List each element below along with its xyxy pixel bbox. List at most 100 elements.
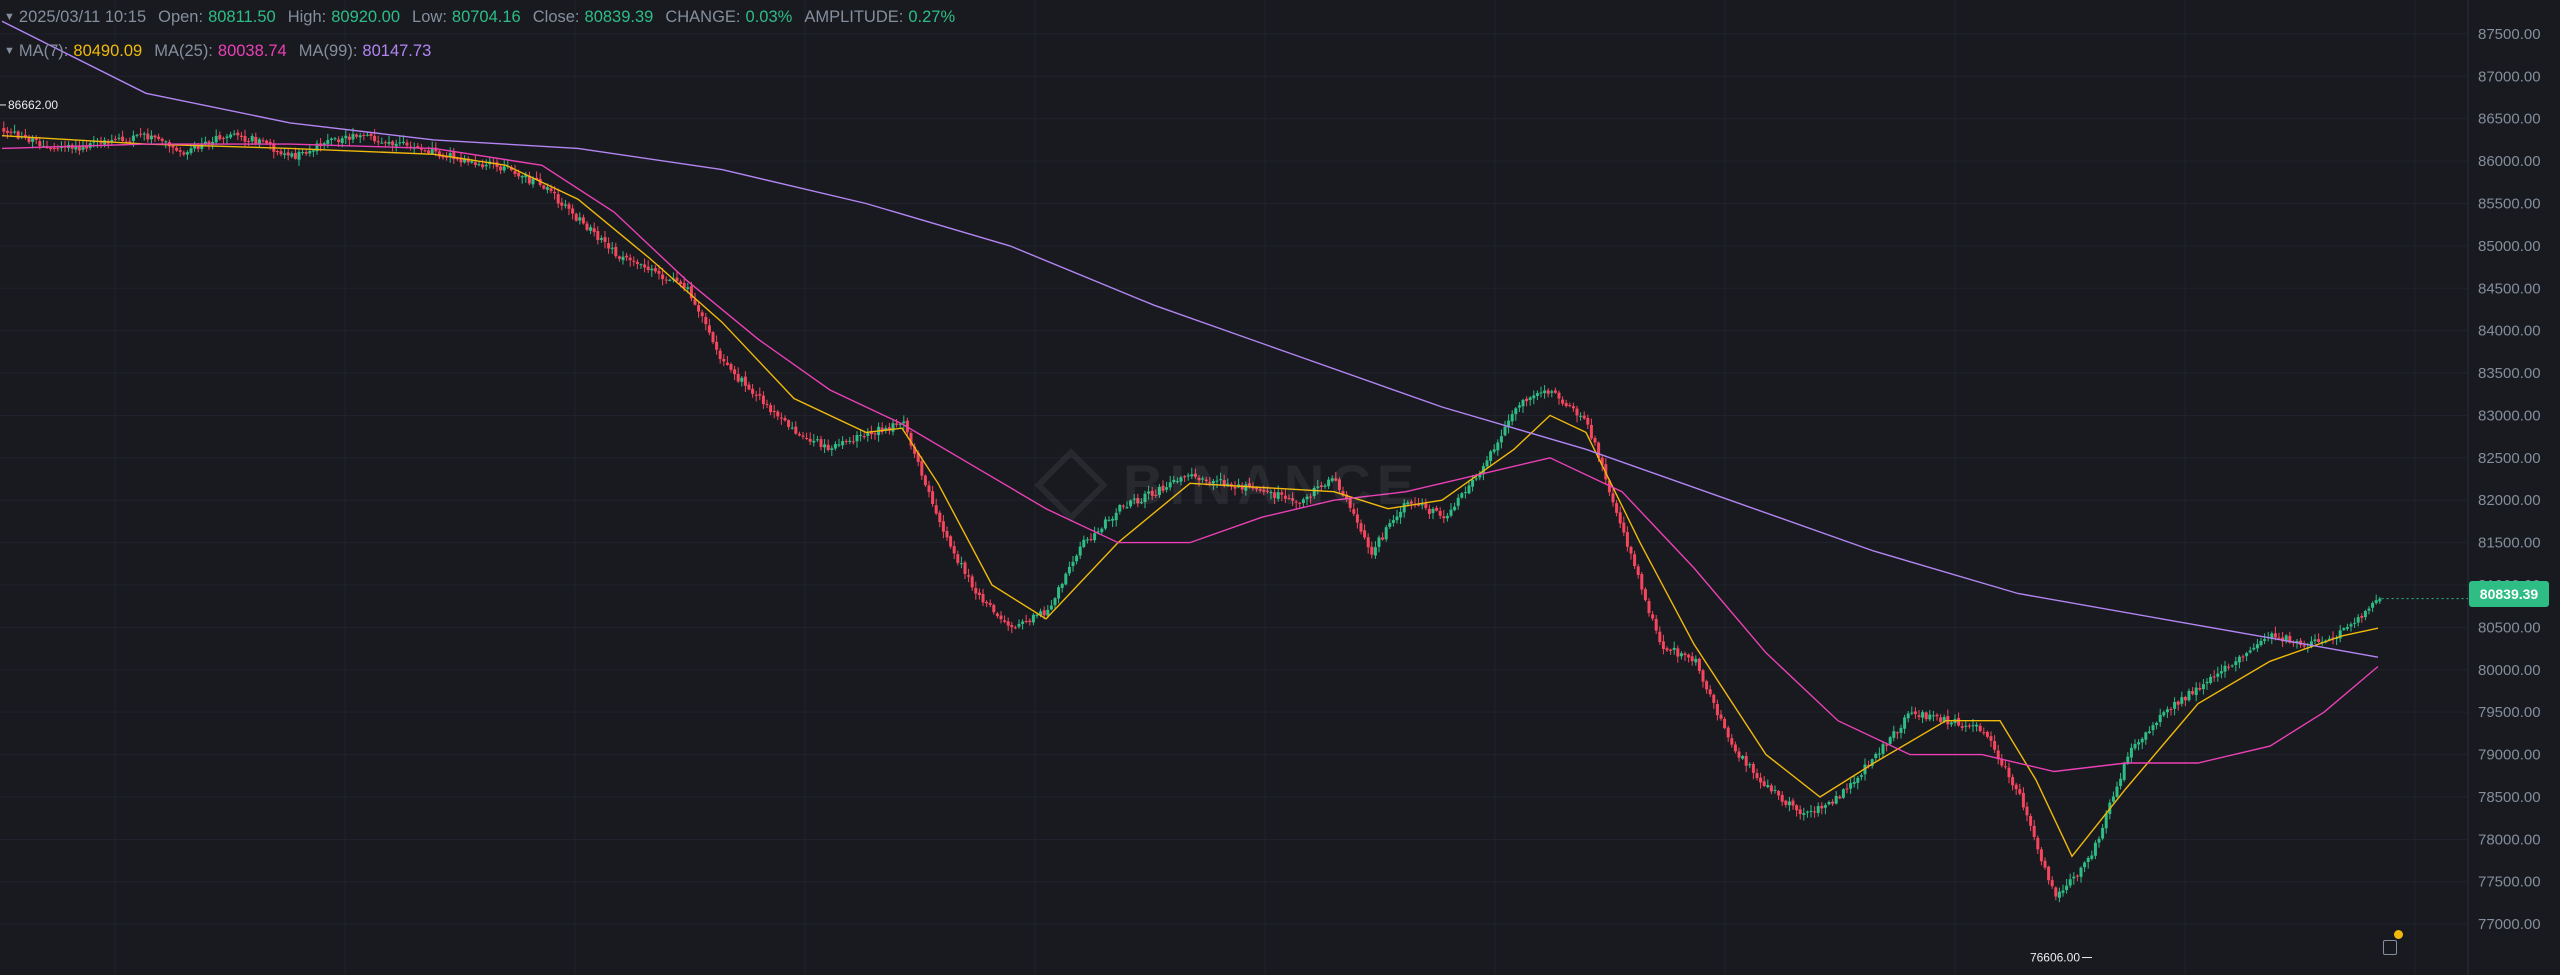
candle-body [2349,624,2353,627]
high-value: 80920.00 [331,7,401,26]
candle-body [2003,766,2007,768]
candle-body [1597,442,1601,458]
candle-body [1312,488,1316,497]
candle-body [1453,506,1457,511]
candle-body [1172,479,1176,483]
open-value: 80811.50 [208,7,276,26]
candle-body [290,153,294,157]
candle-body [2061,890,2065,893]
candle-body [524,174,528,178]
candle-body [369,133,373,137]
candle-body [2374,600,2378,603]
candle-body [2205,681,2209,684]
candle-body [2259,640,2263,646]
candle-body [2054,887,2058,897]
candle-body [2248,650,2252,653]
candle-body [1402,503,1406,513]
screenshot-tool-icon[interactable] [2380,930,2403,956]
candle-body [124,141,128,143]
candle-body [1683,653,1687,656]
candle-body [1078,546,1082,556]
candle-body [1618,512,1622,524]
candle-body [2338,630,2342,639]
open-label: Open: [158,7,204,26]
candle-body [1445,515,1449,519]
candle-body [434,147,438,152]
candle-body [1978,725,1982,732]
candle-body [185,152,189,155]
candle-body [1755,773,1759,779]
candle-body [1463,492,1467,494]
candle-body [2039,849,2043,862]
candle-body [1316,486,1320,488]
candle-body [2317,639,2321,642]
candle-body [635,261,639,264]
candle-body [657,270,661,274]
price-tick-label: 87000.00 [2478,68,2541,85]
candle-body [1039,611,1043,616]
candle-body [135,134,139,136]
candle-body [2183,696,2187,701]
candle-body [1715,703,1719,716]
candle-body [1215,480,1219,482]
price-tick-label: 78000.00 [2478,831,2541,848]
candle-body [2230,665,2234,667]
chevron-down-icon[interactable]: ▼ [4,45,15,57]
candle-body [603,237,607,243]
candle-body [1669,649,1673,651]
candle-body [495,162,499,168]
candle-body [452,151,456,160]
candle-body [196,145,200,149]
candle-body [1733,744,1737,752]
candle-body [2219,671,2223,674]
chevron-down-icon[interactable]: ▼ [4,11,15,23]
candle-body [268,141,272,144]
candle-body [941,521,945,532]
candle-body [2187,690,2191,701]
candle-body [376,141,380,143]
candle-body [812,440,816,443]
candle-body [542,185,546,189]
candle-body [736,374,740,382]
candle-body [441,155,445,158]
candle-body [1546,390,1550,394]
candle-body [1478,474,1482,478]
candle-body [2342,628,2346,630]
candle-body [553,191,557,194]
candle-body [247,141,251,143]
candle-body [2047,866,2051,881]
candle-body [1514,408,1518,415]
candle-body [214,136,218,143]
candle-body [1327,479,1331,487]
candle-body [549,188,553,192]
price-tick-label: 85000.00 [2478,238,2541,255]
candle-body [1690,656,1694,662]
candle-body [239,135,243,137]
candle-body [463,158,467,163]
candle-body [49,147,53,150]
candle-body [1485,460,1489,467]
candle-body [1467,485,1471,494]
candle-body [826,444,830,451]
candle-body [679,281,683,285]
candle-body [783,418,787,421]
candle-body [34,137,38,141]
candle-body [808,438,812,442]
candle-body [963,562,967,574]
candle-body [769,405,773,413]
change-label: CHANGE: [665,7,741,26]
candle-body [1442,516,1446,519]
candle-body [2007,767,2011,778]
candle-body [2032,825,2036,837]
candle-body [1103,519,1107,529]
candle-body [52,147,56,149]
candle-body [2353,622,2357,624]
candle-body [1175,481,1179,483]
candle-body [1406,502,1410,505]
candle-body [1852,781,1856,784]
candle-body [758,394,762,396]
candle-body [787,420,791,427]
candle-body [1021,621,1025,624]
